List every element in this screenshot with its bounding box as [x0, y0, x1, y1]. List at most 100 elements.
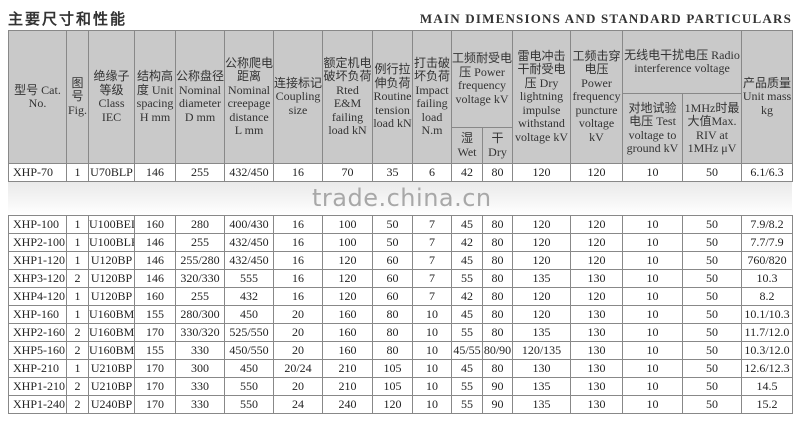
table-cell: 320/330	[175, 269, 225, 288]
table-cell: XHP1-210	[8, 377, 67, 396]
table-cell: 7	[412, 215, 452, 234]
table-cell: 2	[66, 269, 89, 288]
table-cell: 330/320	[175, 323, 225, 342]
table-cell: 155	[134, 341, 176, 360]
table-cell: 42	[451, 287, 483, 306]
table-cell: 120	[570, 163, 623, 182]
table-cell: XHP2-100	[8, 233, 67, 252]
table-row: XHP3-120 2 U120BP 146 320/330 555 16 120 60 7 55 80…	[8, 269, 793, 288]
table-cell: 50	[682, 251, 742, 270]
table-cell: 16	[273, 215, 323, 234]
table-cell: 555	[224, 269, 274, 288]
table-cell: U120BP	[88, 287, 135, 306]
table-cell: 10	[622, 323, 683, 342]
table-cell: 105	[372, 377, 413, 396]
table-cell: 120	[322, 287, 373, 306]
table-cell: 760/820	[741, 251, 793, 270]
table-cell: 10	[622, 269, 683, 288]
table-cell: 10	[622, 377, 683, 396]
table-cell: 80/90	[482, 341, 513, 360]
col-test-voltage: 对地试验电压 Test voltage to ground kV	[622, 93, 683, 164]
table-cell: 80	[482, 359, 513, 378]
col-puncture: 工频击穿电压 Power frequency puncture voltage …	[570, 30, 623, 164]
table-cell: 80	[372, 323, 413, 342]
table-cell: 130	[570, 395, 623, 414]
table-cell: XHP4-120	[8, 287, 67, 306]
table-cell: 80	[482, 163, 513, 182]
title-english: MAIN DIMENSIONS AND STANDARD PARTICULARS	[419, 11, 792, 26]
table-cell: 50	[682, 215, 742, 234]
table-row: XHP2-1602U160BMP170330/320525/5502016080…	[8, 323, 793, 342]
table-cell: 42	[451, 163, 483, 182]
table-cell: 330	[175, 341, 225, 360]
table-cell: 55	[451, 377, 483, 396]
table-cell: 55	[451, 269, 483, 288]
table-cell: 11.7/12.0	[741, 323, 793, 342]
table-cell: 120	[512, 163, 571, 182]
table-cell: 50	[682, 323, 742, 342]
table-cell: 210	[322, 377, 373, 396]
table-cell: 130	[570, 359, 623, 378]
table-cell: 80	[482, 287, 513, 306]
table-cell: 100	[322, 215, 373, 234]
table-cell: 450/550	[224, 341, 274, 360]
table-cell: 20/24	[273, 359, 323, 378]
table-cell: 120/135	[512, 341, 571, 360]
table-cell: 432/450	[224, 251, 274, 270]
table-cell: 170	[134, 323, 176, 342]
table-cell: 20	[273, 377, 323, 396]
col-max-riv: 1MHz时最大值Max. RIV at 1MHz μV	[682, 93, 742, 164]
table-cell: 135	[512, 269, 571, 288]
table-cell: 10	[622, 341, 683, 360]
col-coupling: 连接标记 Coupling size	[273, 30, 323, 164]
table-cell: 550	[224, 377, 274, 396]
col-rted: 额定机电破坏负荷 Rted E&M failing load kN	[322, 30, 373, 164]
table-cell: 45	[451, 305, 483, 324]
table-cell: 1	[66, 305, 89, 324]
table-cell: 330	[175, 377, 225, 396]
table-cell: 10	[622, 287, 683, 306]
table-cell: 10	[412, 305, 452, 324]
table-cell: U160BMP	[88, 323, 135, 342]
table-cell: 130	[570, 323, 623, 342]
specs-table-body: XHP-100 1 U100BEL 160 280 400/430 16 100 50 7 45 80…	[8, 215, 793, 414]
table-cell: 1	[66, 215, 89, 234]
table-cell: 255	[175, 163, 225, 182]
col-wet: 湿 Wet	[451, 127, 483, 164]
table-cell: 50	[682, 395, 742, 414]
table-cell: 50	[682, 287, 742, 306]
table-cell: XHP-100	[8, 215, 67, 234]
table-cell: 146	[134, 269, 176, 288]
col-dry: 干 Dry	[482, 127, 513, 164]
table-cell: 10	[622, 215, 683, 234]
table-cell: U70BLP	[88, 163, 135, 182]
table-row: XHP-210 1 U210BP 170 300 450 20/24 210 105 10 45 80…	[8, 359, 793, 378]
table-cell: 50	[372, 233, 413, 252]
table-cell: 120	[570, 287, 623, 306]
table-cell: 130	[512, 359, 571, 378]
table-cell: 80	[482, 269, 513, 288]
table-cell: 432/450	[224, 163, 274, 182]
table-cell: XHP-70	[8, 163, 67, 182]
col-fig: 图号 Fig.	[66, 30, 89, 164]
table-cell: U240BP	[88, 395, 135, 414]
table-cell: 160	[322, 323, 373, 342]
table-cell: 10	[622, 395, 683, 414]
table-cell: 24	[273, 395, 323, 414]
col-lightning: 雷电冲击干耐受电压 Dry lightning impulse withstan…	[512, 30, 571, 164]
table-cell: XHP-160	[8, 305, 67, 324]
table-cell: 10	[622, 233, 683, 252]
table-cell: 525/550	[224, 323, 274, 342]
col-radio-interference: 无线电干扰电压 Radio interference voltage	[622, 30, 742, 94]
table-cell: 120	[512, 305, 571, 324]
table-cell: 80	[372, 341, 413, 360]
table-cell: 45	[451, 251, 483, 270]
title-chinese: 主要尺寸和性能	[8, 10, 128, 28]
table-cell: 135	[512, 323, 571, 342]
table-cell: 130	[570, 305, 623, 324]
table-cell: 6.1/6.3	[741, 163, 793, 182]
table-cell: XHP1-120	[8, 251, 67, 270]
table-cell: 60	[372, 287, 413, 306]
table-cell: 45	[451, 359, 483, 378]
table-cell: 80	[482, 251, 513, 270]
